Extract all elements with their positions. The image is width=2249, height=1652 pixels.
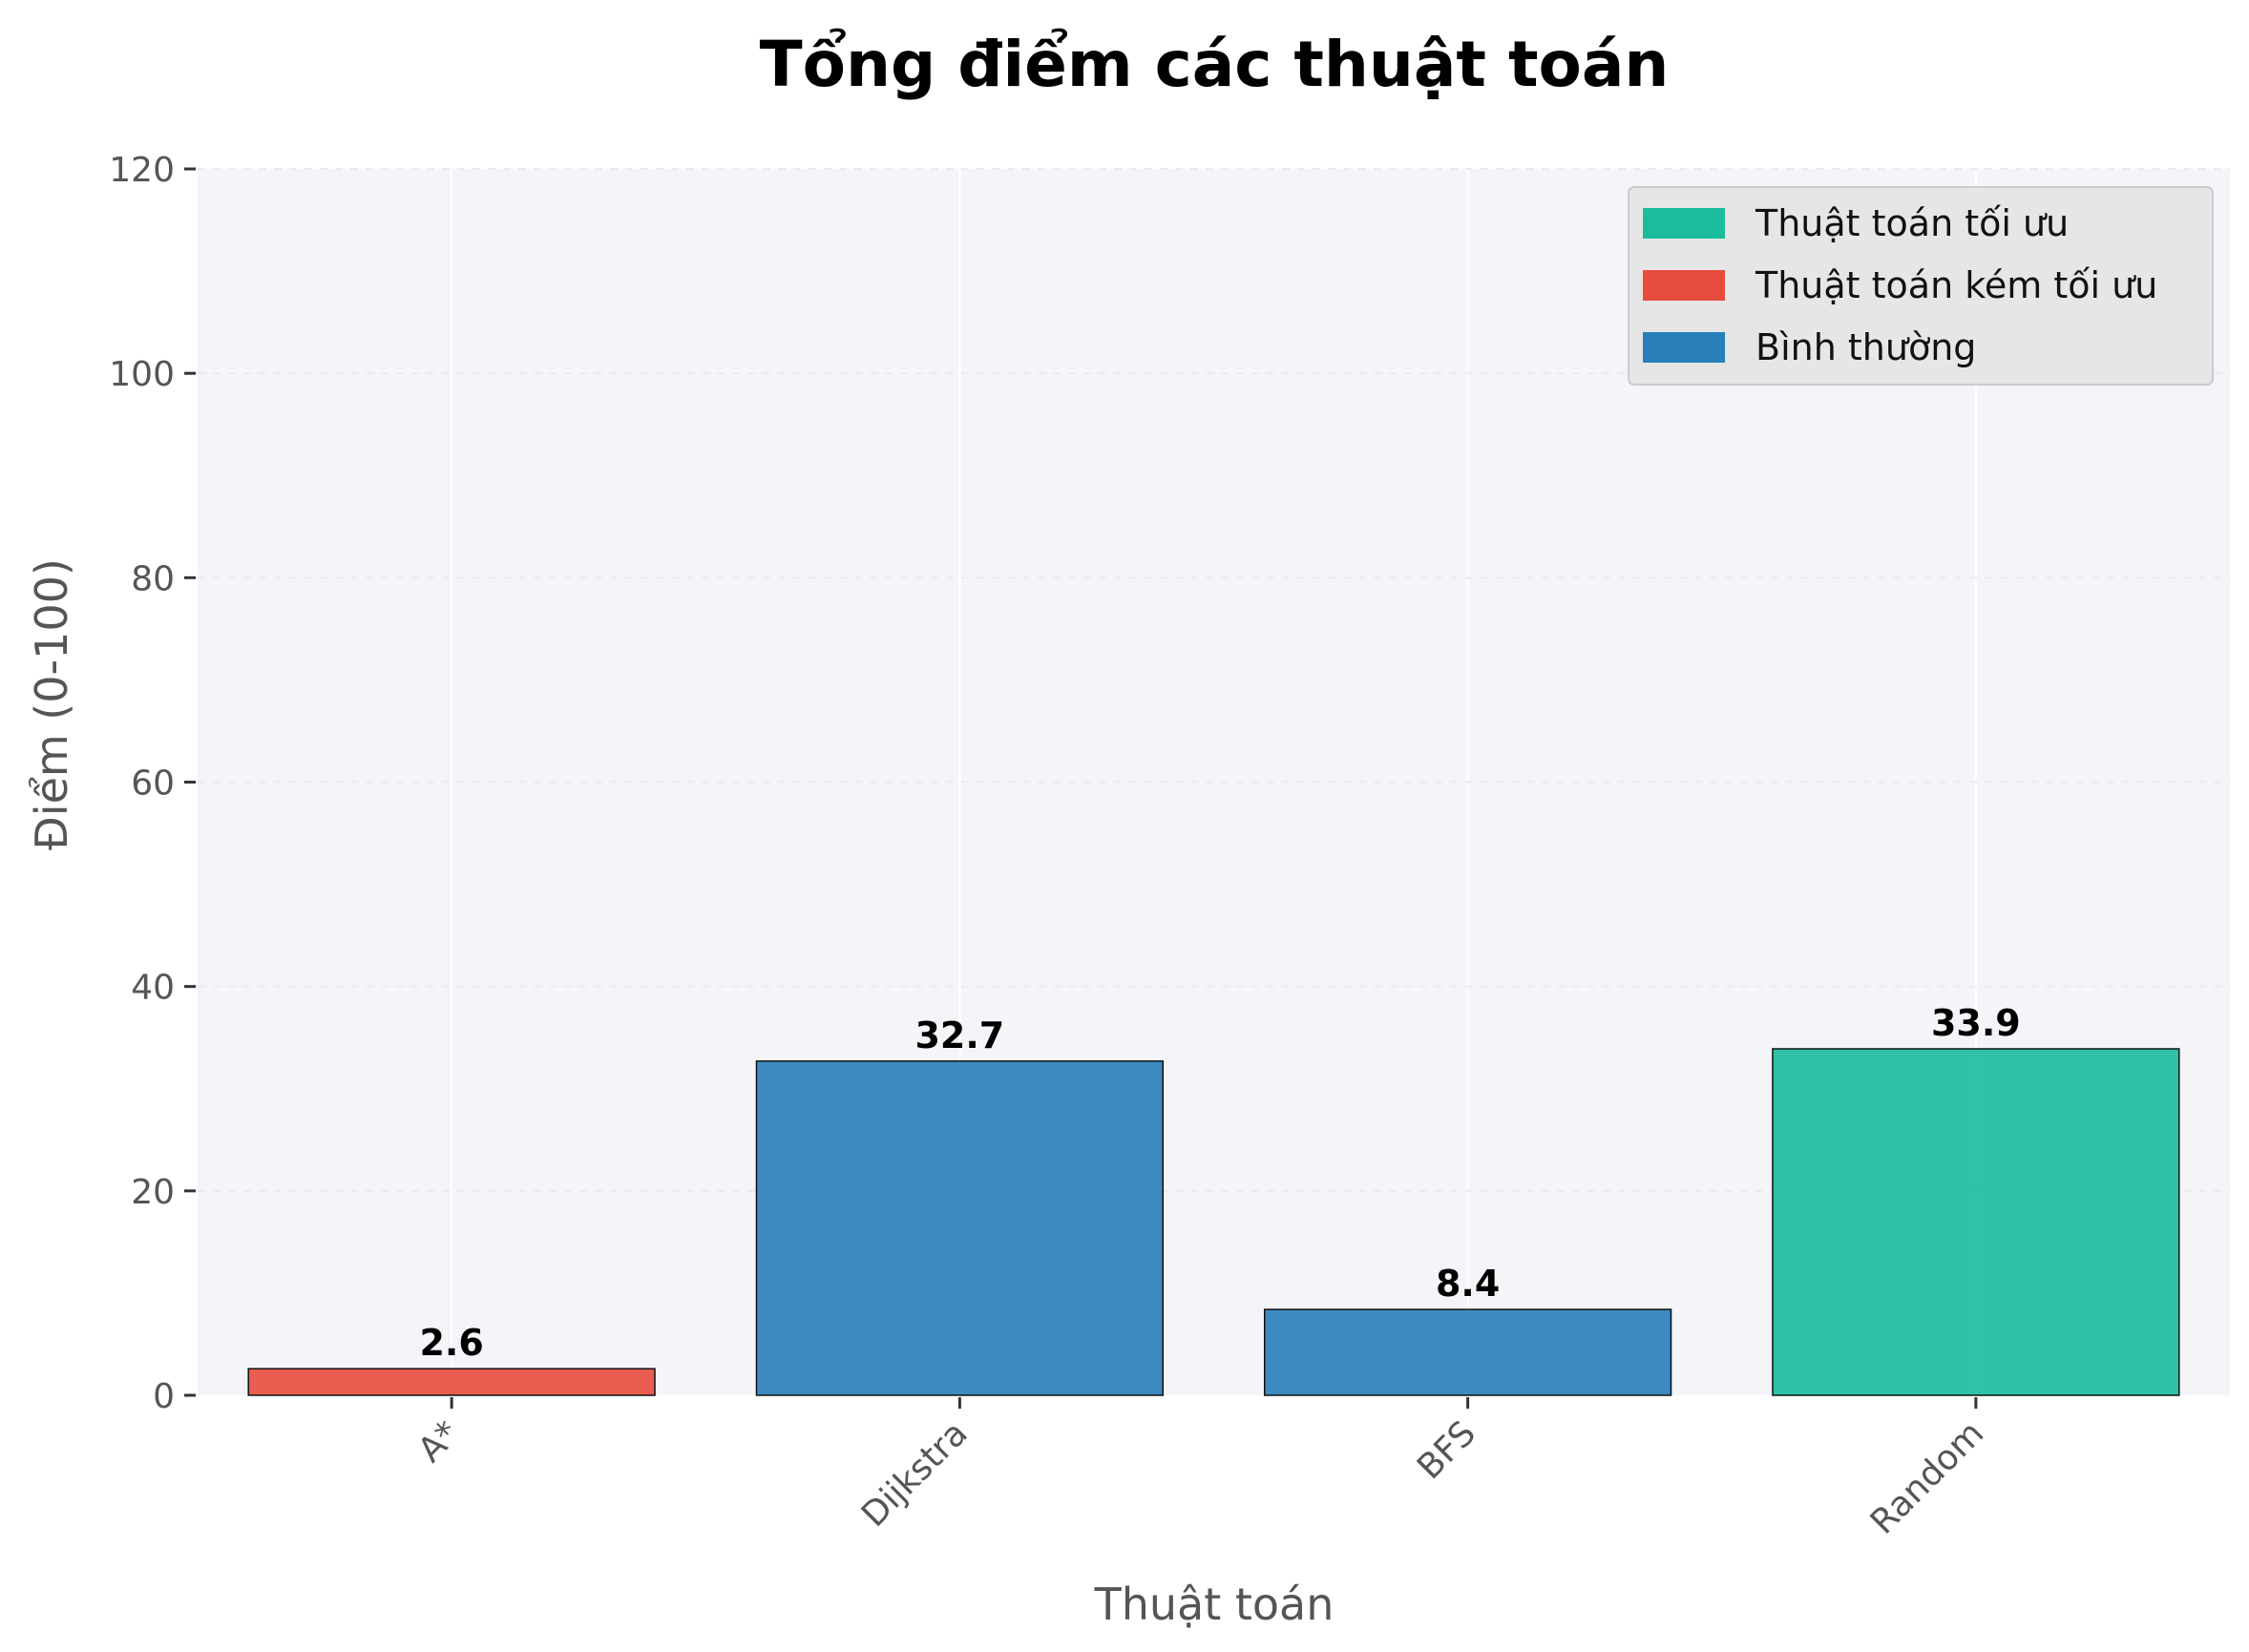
x-tick-label: Random <box>1863 1413 1991 1541</box>
y-tick-label: 20 <box>131 1173 175 1212</box>
x-tick-label: Dijkstra <box>854 1413 976 1535</box>
bar-bfs <box>1263 1308 1672 1396</box>
x-tick-label: A* <box>410 1413 467 1470</box>
y-tick-label: 100 <box>109 355 175 394</box>
legend-swatch <box>1643 208 1725 239</box>
y-tick-label: 40 <box>131 969 175 1008</box>
y-axis-ticks: 0 20 40 60 80 100 120 <box>109 151 196 1416</box>
legend-box <box>1628 186 2214 386</box>
y-tick-label: 0 <box>153 1377 175 1416</box>
legend-label: Thuật toán kém tối ưu <box>1755 264 2157 306</box>
chart-title: Tổng điểm các thuật toán <box>760 28 1670 101</box>
legend-swatch <box>1643 332 1725 363</box>
legend-label: Bình thường <box>1755 326 1976 368</box>
legend: Thuật toán tối ưu Thuật toán kém tối ưu Bì… <box>1628 186 2214 386</box>
y-tick-label: 60 <box>131 764 175 804</box>
bar-value-label: 2.6 <box>419 1322 483 1364</box>
y-axis-label: Điểm (0-100) <box>26 558 77 850</box>
bar-value-label: 32.7 <box>914 1014 1004 1056</box>
bar-dijkstra <box>755 1060 1165 1396</box>
y-tick-label: 80 <box>131 559 175 598</box>
legend-label: Thuật toán tối ưu <box>1755 202 2069 244</box>
bar-random <box>1772 1048 2180 1396</box>
bar-a <box>247 1368 656 1396</box>
legend-swatch <box>1643 270 1725 301</box>
bar-value-label: 8.4 <box>1436 1263 1500 1305</box>
x-tick-label: BFS <box>1410 1413 1483 1487</box>
y-tick-label: 120 <box>109 151 175 190</box>
bar-value-label: 33.9 <box>1931 1002 2021 1044</box>
bars: 2.6 32.7 8.4 33.9 <box>247 1002 2180 1396</box>
x-axis-label: Thuật toán <box>1094 1579 1335 1630</box>
x-axis-ticks: A* Dijkstra BFS Random <box>410 1397 1991 1542</box>
